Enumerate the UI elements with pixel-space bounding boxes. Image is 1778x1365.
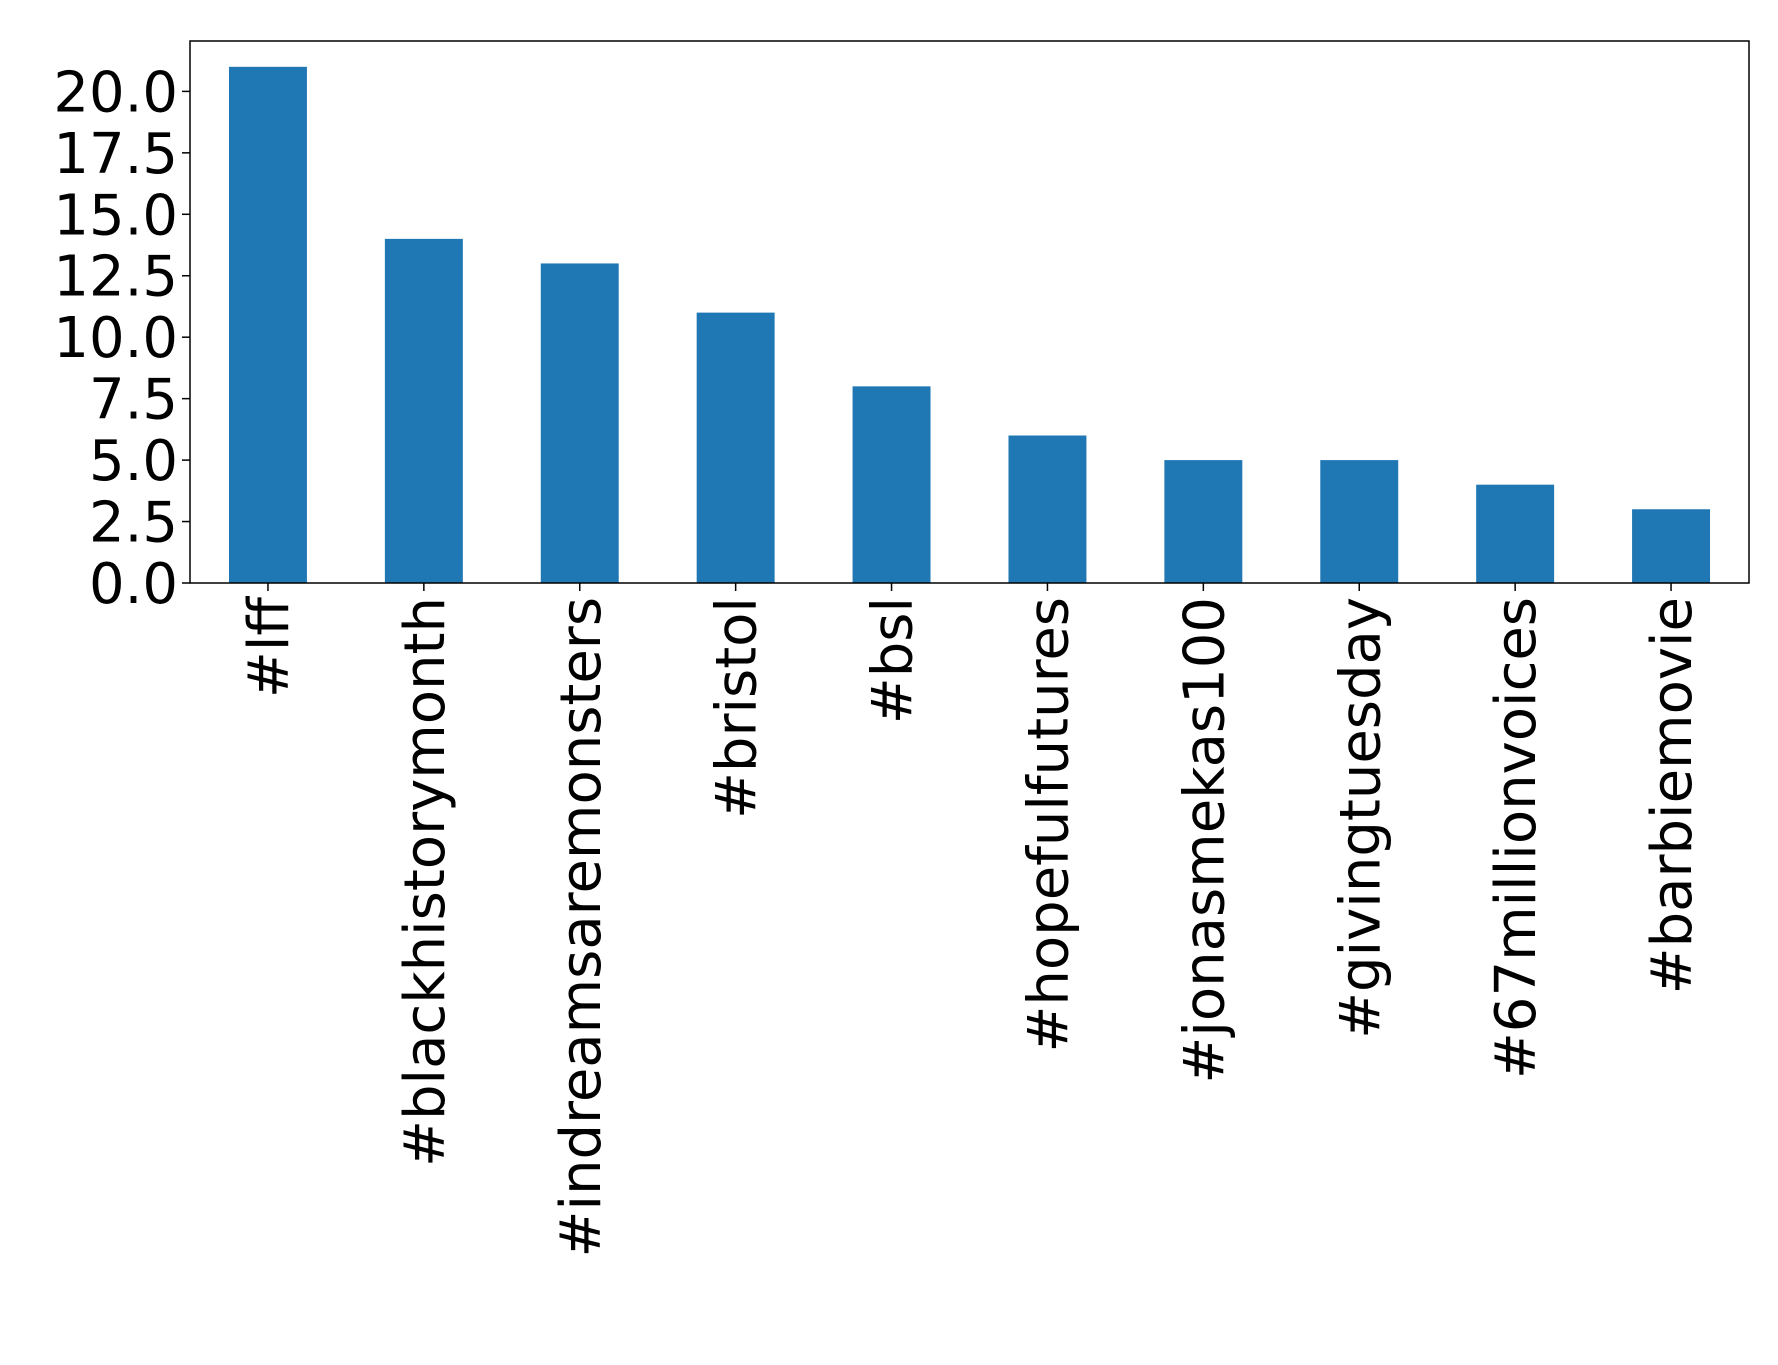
x-tick-label: #barbiemovie bbox=[1640, 597, 1705, 994]
y-tick-label: 0.0 bbox=[89, 552, 178, 617]
y-axis: 0.02.55.07.510.012.515.017.520.0 bbox=[53, 60, 190, 617]
bars-group bbox=[228, 66, 1711, 584]
x-tick-label: #blackhistorymonth bbox=[393, 597, 458, 1167]
x-tick-label: #jonasmekas100 bbox=[1172, 597, 1237, 1084]
x-tick-label: #hopefulfutures bbox=[1016, 597, 1081, 1053]
y-tick-label: 17.5 bbox=[53, 122, 178, 187]
y-tick-label: 15.0 bbox=[53, 183, 178, 248]
plot-frame bbox=[189, 40, 1750, 584]
bar-67millionvoices bbox=[1476, 484, 1555, 583]
x-tick-label: #67millionvoices bbox=[1484, 597, 1549, 1079]
bar-hopefulfutures bbox=[1008, 435, 1087, 583]
x-tick-label: #lff bbox=[237, 596, 302, 698]
y-tick-label: 2.5 bbox=[89, 491, 178, 556]
x-tick-label: #givingtuesday bbox=[1328, 597, 1393, 1039]
y-tick-label: 7.5 bbox=[89, 368, 178, 433]
y-tick-label: 12.5 bbox=[53, 245, 178, 310]
y-tick-label: 10.0 bbox=[53, 306, 178, 371]
x-tick-label: #indreamsaremonsters bbox=[549, 597, 614, 1257]
x-axis: #lff #blackhistorymonth #indreamsaremonste… bbox=[237, 583, 1705, 1257]
bar-jonasmekas100 bbox=[1164, 460, 1243, 583]
bar-blackhistorymonth bbox=[384, 238, 463, 583]
x-tick-label: #bsl bbox=[861, 597, 926, 724]
y-tick-label: 5.0 bbox=[89, 429, 178, 494]
bar-lff bbox=[228, 66, 307, 584]
bar-bsl bbox=[852, 386, 931, 583]
bar-indreamsaremonsters bbox=[540, 263, 619, 583]
bar-givingtuesday bbox=[1320, 460, 1399, 583]
bar-barbiemovie bbox=[1632, 509, 1711, 583]
x-tick-label: #bristol bbox=[705, 597, 770, 819]
y-tick-label: 20.0 bbox=[53, 60, 178, 125]
bar-bristol bbox=[696, 312, 775, 583]
